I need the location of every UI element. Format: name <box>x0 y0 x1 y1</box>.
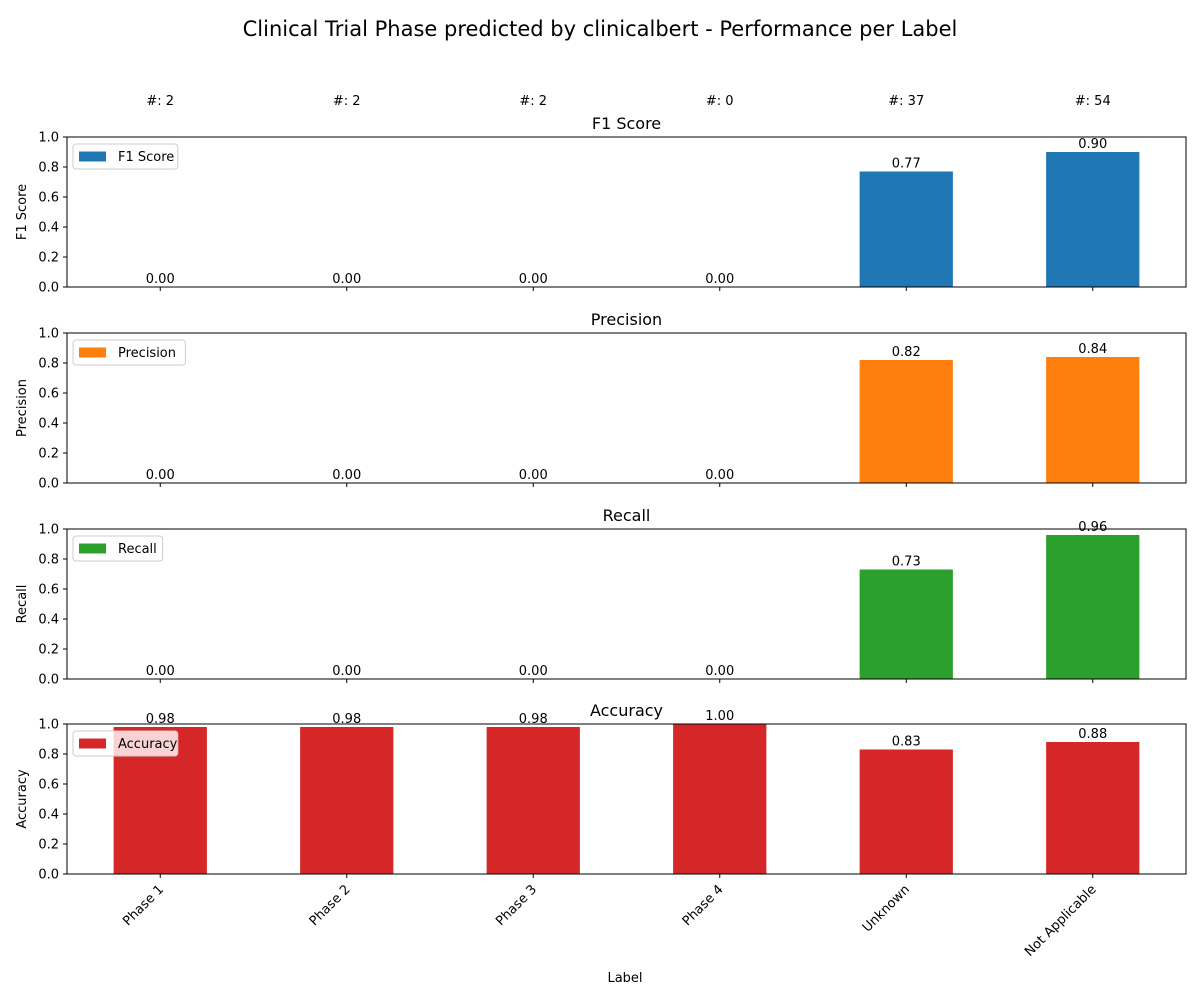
accuracy-axes-frame <box>66 723 1187 875</box>
precision-legend-box <box>72 339 186 366</box>
precision-bar-unknown <box>859 360 953 483</box>
recall-value-label-unknown: 0.73 <box>892 555 921 570</box>
x-tick-label-unknown: Unknown <box>860 882 913 935</box>
f1-score-axes-frame <box>66 136 1187 288</box>
f1-score-legend-swatch <box>79 151 106 162</box>
accuracy-value-label-not-applicable: 0.88 <box>1078 727 1107 742</box>
accuracy-bar-phase-4 <box>673 724 767 874</box>
precision-bar-not-applicable <box>1046 357 1140 483</box>
recall-bar-not-applicable <box>1046 535 1140 679</box>
recall-axes-frame <box>66 528 1187 680</box>
recall-legend-box <box>72 535 164 562</box>
f1-score-bar-not-applicable <box>1046 152 1140 287</box>
recall-value-label-phase-4: 0.00 <box>705 664 734 679</box>
recall-value-label-phase-1: 0.00 <box>146 664 175 679</box>
f1-score-value-label-phase-1: 0.00 <box>146 272 175 287</box>
recall-value-label-not-applicable: 0.96 <box>1078 520 1107 535</box>
accuracy-legend-swatch <box>79 738 106 749</box>
recall-value-label-phase-3: 0.00 <box>519 664 548 679</box>
accuracy-y-tick-label: 0.0 <box>38 868 59 883</box>
accuracy-legend-label: Accuracy <box>118 737 178 752</box>
sample-count-phase-3: #: 2 <box>519 94 547 109</box>
precision-value-label-not-applicable: 0.84 <box>1078 342 1107 357</box>
precision-y-tick-label: 0.8 <box>38 357 59 372</box>
recall-y-axis-label: Recall <box>15 585 30 624</box>
accuracy-y-tick-label: 0.8 <box>38 748 59 763</box>
accuracy-y-tick-label: 0.2 <box>38 838 59 853</box>
recall-legend-swatch <box>79 543 106 554</box>
precision-legend-swatch <box>79 347 106 358</box>
sample-count-unknown: #: 37 <box>888 94 924 109</box>
precision-value-label-phase-1: 0.00 <box>146 468 175 483</box>
f1-score-legend-box <box>72 143 179 170</box>
recall-bar-unknown <box>859 569 953 679</box>
f1-score-legend-label: F1 Score <box>118 150 174 165</box>
precision-y-tick-label: 0.6 <box>38 387 59 402</box>
recall-y-tick-label: 0.4 <box>38 613 59 628</box>
f1-score-value-label-phase-4: 0.00 <box>705 272 734 287</box>
accuracy-panel-title: Accuracy <box>590 701 663 720</box>
recall-y-tick-label: 1.0 <box>38 523 59 538</box>
recall-y-tick-label: 0.0 <box>38 673 59 688</box>
f1-score-value-label-unknown: 0.77 <box>892 157 921 172</box>
precision-value-label-phase-2: 0.00 <box>332 468 361 483</box>
x-tick-label-phase-1: Phase 1 <box>120 882 167 929</box>
sample-count-phase-1: #: 2 <box>146 94 174 109</box>
precision-panel-title: Precision <box>591 310 662 329</box>
accuracy-bar-phase-3 <box>486 727 580 874</box>
f1-score-bar-unknown <box>859 171 953 287</box>
accuracy-value-label-phase-1: 0.98 <box>146 712 175 727</box>
x-axis-label: Label <box>607 971 642 986</box>
accuracy-value-label-unknown: 0.83 <box>892 735 921 750</box>
precision-legend-label: Precision <box>118 346 176 361</box>
recall-y-tick-label: 0.6 <box>38 583 59 598</box>
accuracy-value-label-phase-4: 1.00 <box>705 709 734 724</box>
accuracy-bar-unknown <box>859 749 953 874</box>
recall-legend-label: Recall <box>118 542 157 557</box>
sample-count-not-applicable: #: 54 <box>1075 94 1111 109</box>
accuracy-bar-phase-2 <box>300 727 394 874</box>
f1-score-y-axis-label: F1 Score <box>15 184 30 240</box>
precision-y-tick-label: 1.0 <box>38 327 59 342</box>
accuracy-y-axis-label: Accuracy <box>15 769 30 829</box>
f1-score-y-tick-label: 0.4 <box>38 221 59 236</box>
precision-value-label-phase-4: 0.00 <box>705 468 734 483</box>
f1-score-value-label-not-applicable: 0.90 <box>1078 137 1107 152</box>
accuracy-y-tick-label: 0.4 <box>38 808 59 823</box>
accuracy-y-tick-label: 0.6 <box>38 778 59 793</box>
recall-y-tick-label: 0.2 <box>38 643 59 658</box>
recall-y-tick-label: 0.8 <box>38 553 59 568</box>
x-tick-label-phase-2: Phase 2 <box>307 882 354 929</box>
f1-score-y-tick-label: 1.0 <box>38 131 59 146</box>
f1-score-y-tick-label: 0.8 <box>38 161 59 176</box>
f1-score-panel-title: F1 Score <box>592 114 661 133</box>
accuracy-bar-not-applicable <box>1046 742 1140 874</box>
sample-count-phase-2: #: 2 <box>333 94 361 109</box>
precision-y-axis-label: Precision <box>15 379 30 437</box>
precision-axes-frame <box>66 332 1187 484</box>
accuracy-value-label-phase-3: 0.98 <box>519 712 548 727</box>
chart-title: Clinical Trial Phase predicted by clinic… <box>243 17 958 41</box>
x-tick-label-not-applicable: Not Applicable <box>1022 882 1099 959</box>
sample-count-phase-4: #: 0 <box>706 94 734 109</box>
precision-y-tick-label: 0.4 <box>38 417 59 432</box>
x-tick-label-phase-4: Phase 4 <box>680 882 727 929</box>
f1-score-y-tick-label: 0.0 <box>38 281 59 296</box>
precision-value-label-phase-3: 0.00 <box>519 468 548 483</box>
precision-value-label-unknown: 0.82 <box>892 345 921 360</box>
f1-score-value-label-phase-2: 0.00 <box>332 272 361 287</box>
accuracy-value-label-phase-2: 0.98 <box>332 712 361 727</box>
f1-score-y-tick-label: 0.2 <box>38 251 59 266</box>
accuracy-legend-box <box>72 730 179 757</box>
f1-score-value-label-phase-3: 0.00 <box>519 272 548 287</box>
recall-value-label-phase-2: 0.00 <box>332 664 361 679</box>
x-tick-label-phase-3: Phase 3 <box>493 882 540 929</box>
precision-y-tick-label: 0.2 <box>38 447 59 462</box>
f1-score-y-tick-label: 0.6 <box>38 191 59 206</box>
accuracy-y-tick-label: 1.0 <box>38 718 59 733</box>
precision-y-tick-label: 0.0 <box>38 477 59 492</box>
recall-panel-title: Recall <box>603 506 651 525</box>
